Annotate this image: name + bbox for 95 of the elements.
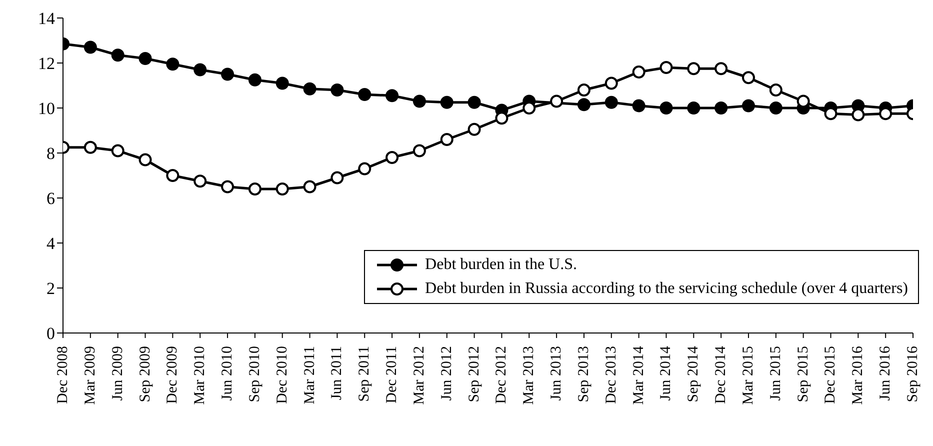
- y-tick-label: 10: [38, 99, 55, 118]
- point: [660, 102, 673, 114]
- point: [769, 84, 782, 96]
- x-tick-label: Sep 2015: [795, 346, 812, 402]
- point: [604, 76, 618, 90]
- x-tick-label: Dec 2014: [713, 346, 730, 404]
- point: [879, 107, 892, 120]
- point: [194, 174, 207, 188]
- x-tick-label: Mar 2010: [192, 346, 208, 405]
- y-tick-label: 6: [46, 189, 55, 208]
- y-tick-label: 0: [46, 324, 55, 344]
- point: [796, 94, 810, 108]
- point: [248, 182, 262, 196]
- x-tick-label: Mar 2009: [82, 346, 98, 405]
- point: [221, 68, 234, 81]
- point: [138, 52, 152, 65]
- point: [303, 180, 316, 194]
- point: [330, 84, 344, 96]
- x-tick-label: Dec 2011: [384, 346, 400, 404]
- point: [412, 94, 426, 108]
- x-tick-label: Mar 2014: [630, 346, 647, 405]
- point: [221, 180, 234, 194]
- point: [852, 108, 865, 122]
- point: [468, 96, 481, 109]
- x-tick-label: Dec 2013: [603, 346, 620, 404]
- x-tick-label: Sep 2012: [466, 346, 482, 402]
- y-tick-label: 2: [46, 279, 55, 298]
- x-tick-label: Jun 2012: [438, 346, 455, 401]
- point: [84, 40, 97, 54]
- point: [632, 99, 646, 112]
- point: [330, 171, 344, 184]
- point: [495, 112, 508, 125]
- y-tick-label: 12: [38, 54, 55, 74]
- x-tick-label: Mar 2015: [740, 346, 756, 405]
- point: [194, 63, 207, 76]
- point: [111, 144, 124, 158]
- x-tick-label: Jun 2015: [768, 346, 784, 401]
- point: [166, 169, 180, 182]
- point: [440, 96, 454, 109]
- point: [577, 84, 590, 96]
- point: [276, 76, 289, 90]
- point: [386, 89, 399, 102]
- x-tick-label: Jun 2013: [548, 346, 565, 401]
- point: [604, 96, 618, 109]
- point: [138, 153, 152, 166]
- point: [714, 62, 728, 76]
- point: [632, 66, 646, 78]
- legend-label: Debt burden in the U.S.: [425, 256, 578, 274]
- point: [276, 182, 289, 196]
- point: [577, 98, 590, 112]
- y-tick-label: 4: [46, 234, 56, 254]
- x-tick-label: Dec 2009: [164, 346, 181, 404]
- point: [248, 73, 262, 86]
- point: [358, 88, 372, 101]
- point: [166, 58, 180, 71]
- x-tick-label: Jun 2016: [878, 346, 894, 401]
- x-tick-label: Dec 2010: [274, 346, 290, 404]
- point: [769, 102, 782, 114]
- point: [550, 94, 564, 108]
- point: [824, 107, 838, 120]
- x-tick-label: Mar 2012: [411, 346, 428, 405]
- point: [358, 162, 372, 176]
- x-tick-label: Dec 2012: [494, 346, 510, 404]
- point: [111, 48, 124, 62]
- point: [522, 102, 536, 114]
- x-tick-label: Mar 2013: [521, 346, 538, 405]
- x-tick-label: Sep 2011: [356, 346, 373, 402]
- x-tick-label: Mar 2016: [850, 346, 866, 405]
- x-tick-label: Jun 2009: [110, 346, 126, 401]
- x-tick-label: Mar 2011: [302, 346, 318, 404]
- x-tick-label: Jun 2014: [658, 346, 674, 401]
- point: [742, 99, 755, 112]
- point: [660, 61, 673, 74]
- x-tick-label: Dec 2015: [822, 346, 839, 404]
- x-tick-label: Sep 2009: [137, 346, 154, 402]
- point: [468, 122, 481, 136]
- point: [687, 102, 700, 114]
- point: [687, 62, 700, 76]
- point: [84, 140, 97, 154]
- point: [714, 102, 728, 114]
- x-tick-label: Sep 2010: [246, 346, 263, 402]
- x-tick-label: Sep 2013: [576, 346, 592, 402]
- point: [412, 144, 426, 158]
- y-tick-label: 14: [38, 9, 56, 28]
- point: [303, 82, 316, 96]
- x-tick-label: Sep 2014: [686, 346, 702, 402]
- x-tick-label: Dec 2008: [55, 346, 71, 404]
- legend-label: Debt burden in Russia according to the servicing schedule (over 4 quarters): [425, 280, 908, 298]
- y-tick-label: 8: [46, 144, 55, 164]
- x-tick-label: Jun 2011: [329, 346, 346, 400]
- point: [386, 151, 399, 164]
- point: [440, 133, 454, 146]
- x-tick-label: Sep 2016: [905, 346, 921, 402]
- point: [742, 71, 755, 84]
- x-tick-label: Jun 2010: [220, 346, 236, 401]
